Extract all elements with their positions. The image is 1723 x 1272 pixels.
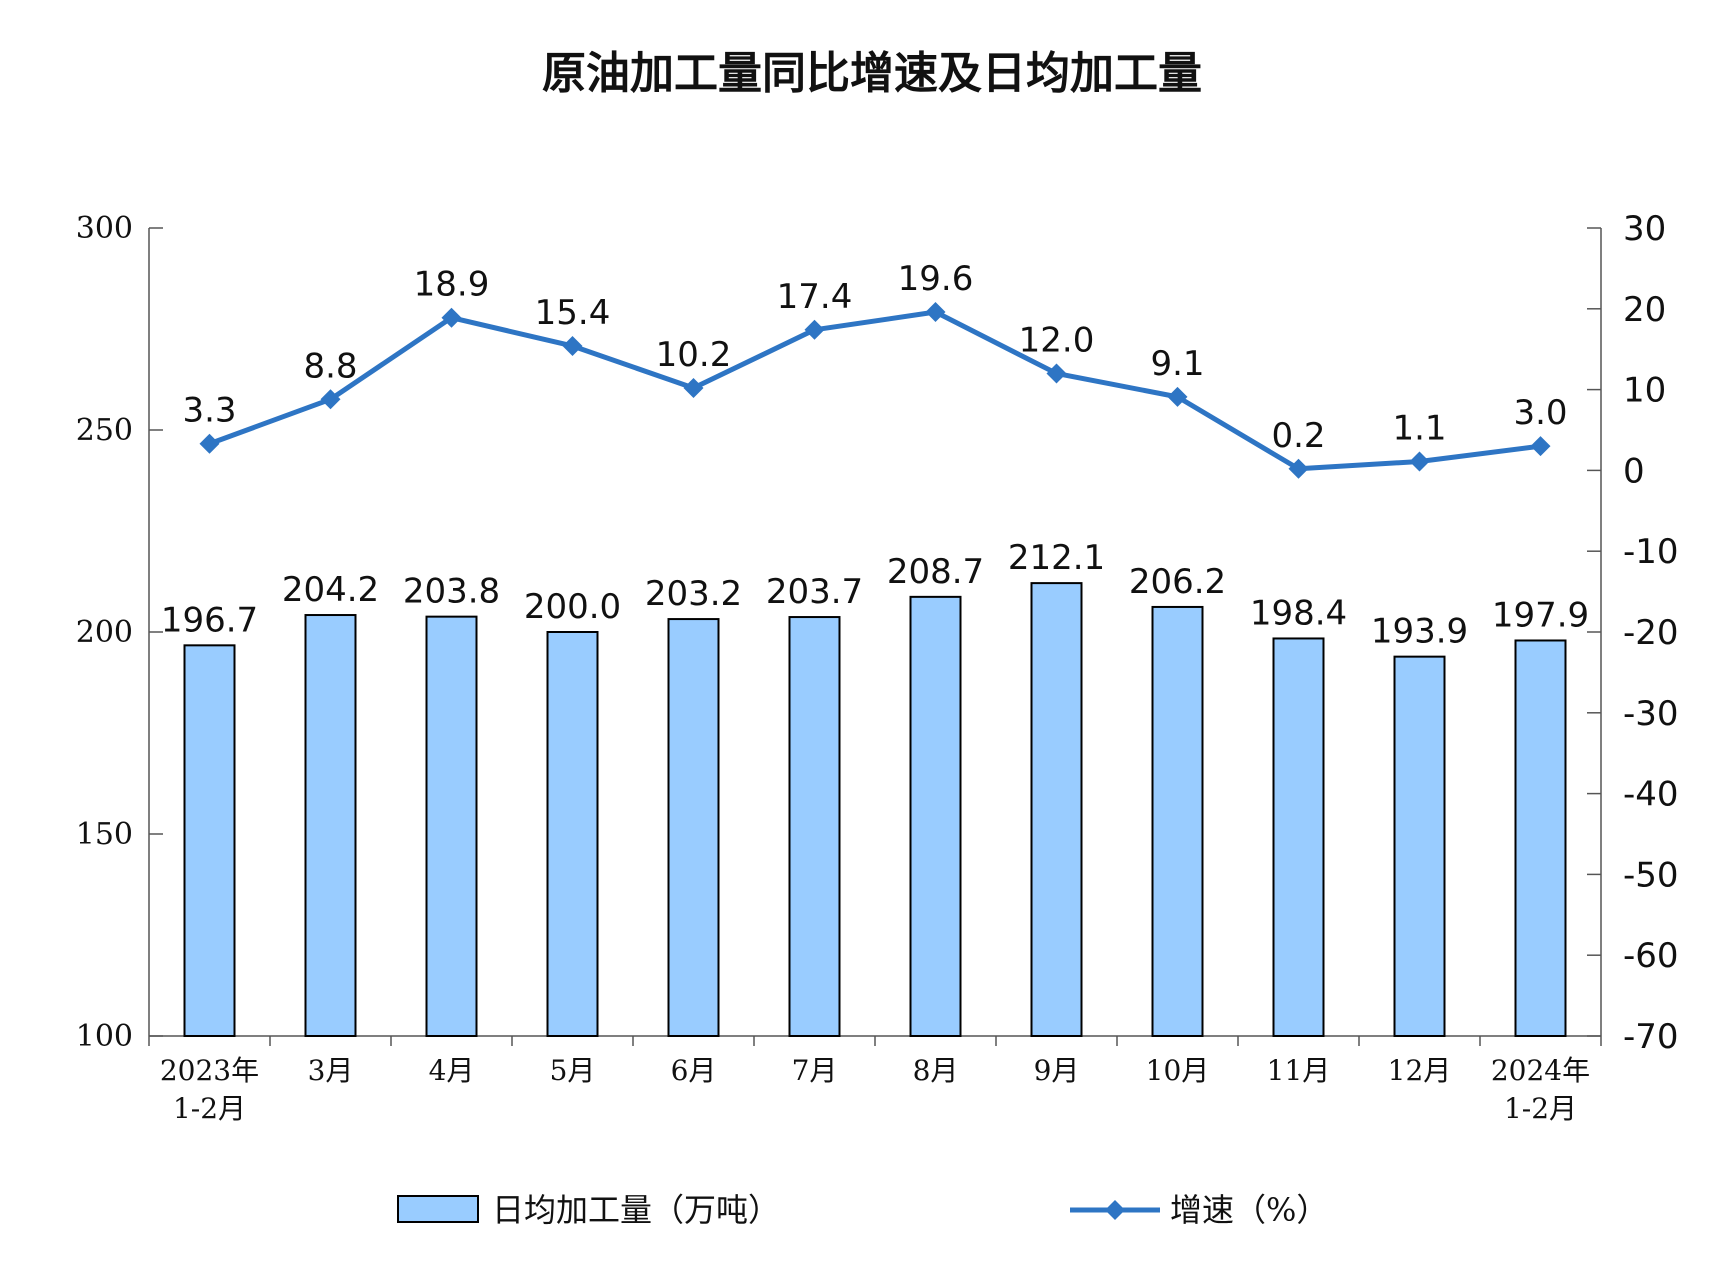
x-tick-label: 10月 <box>1146 1054 1210 1087</box>
bar <box>1514 639 1567 1037</box>
bar <box>1272 637 1325 1037</box>
line-point <box>1167 386 1188 407</box>
x-tick-label: 11月 <box>1267 1054 1331 1087</box>
bar <box>1151 605 1204 1038</box>
bar-data-label: 208.7 <box>887 552 984 592</box>
legend-bar-label: 日均加工量（万吨） <box>492 1191 780 1229</box>
line-path <box>208 309 1541 472</box>
line-series: 3.3 8.8 18.9 15.4 10.2 17.4 19.6 12.0 9.1 0.2 1.1 3… <box>182 259 1568 479</box>
x-tick-label: 5月 <box>550 1054 596 1087</box>
bar <box>1393 655 1446 1037</box>
left-tick-label: 200 <box>76 615 133 650</box>
line-data-label: 3.0 <box>1513 393 1567 433</box>
line-point <box>1288 458 1309 479</box>
bar <box>183 644 236 1037</box>
line-point <box>804 319 825 340</box>
line-data-label: 1.1 <box>1392 409 1446 449</box>
right-tick-label: 10 <box>1623 371 1666 411</box>
bar-data-label: 204.2 <box>282 570 379 610</box>
line-point <box>1046 363 1067 384</box>
right-tick-label: -30 <box>1623 694 1679 734</box>
right-tick-label: -10 <box>1623 532 1679 572</box>
right-tick-label: -20 <box>1623 613 1679 653</box>
x-tick-label: 12月 <box>1388 1054 1452 1087</box>
bar-data-label: 200.0 <box>524 587 621 627</box>
bar-data-label: 196.7 <box>161 600 258 640</box>
bar-data-label: 203.8 <box>403 572 500 612</box>
line-data-label: 3.3 <box>182 391 236 431</box>
left-tick-label: 300 <box>76 211 133 246</box>
line-point <box>320 389 341 410</box>
bar <box>1030 582 1083 1038</box>
line-point <box>1530 436 1551 457</box>
right-tick-label: -70 <box>1623 1017 1679 1057</box>
line-point <box>1409 451 1430 472</box>
legend-line-label: 增速（%） <box>1170 1191 1328 1229</box>
bar <box>425 615 478 1037</box>
line-point <box>441 307 462 328</box>
right-tick-label: -60 <box>1623 936 1679 976</box>
chart-title: 原油加工量同比增速及日均加工量 <box>542 48 1202 99</box>
x-tick-label: 8月 <box>913 1054 959 1087</box>
x-tick-label: 1-2月 <box>1504 1092 1577 1125</box>
bar <box>304 614 357 1037</box>
bar <box>546 631 599 1037</box>
bar <box>667 618 720 1038</box>
left-tick-label: 150 <box>76 817 133 852</box>
x-tick-label: 4月 <box>429 1054 475 1087</box>
x-tick-label: 3月 <box>308 1054 354 1087</box>
line-data-label: 12.0 <box>1019 320 1095 360</box>
right-tick-label: 20 <box>1623 290 1666 330</box>
legend-bar-swatch <box>397 1195 479 1223</box>
bar <box>909 595 962 1037</box>
bar-data-label: 203.7 <box>766 572 863 612</box>
bar-series: 196.7 204.2 203.8 200.0 203.2 203.7 208.7 212.1… <box>161 538 1589 1038</box>
bar <box>788 616 841 1037</box>
line-data-label: 8.8 <box>303 346 357 386</box>
x-tick-label: 9月 <box>1034 1054 1080 1087</box>
legend: 日均加工量（万吨） 增速（%） <box>397 1191 1328 1229</box>
line-point <box>683 377 704 398</box>
right-tick-label: -50 <box>1623 855 1679 895</box>
line-data-label: 0.2 <box>1271 416 1325 456</box>
left-tick-label: 100 <box>76 1019 133 1054</box>
line-data-label: 15.4 <box>535 293 611 333</box>
x-tick-label: 2023年 <box>160 1054 259 1087</box>
left-tick-label: 250 <box>76 413 133 448</box>
bar-data-label: 203.2 <box>645 574 742 614</box>
line-data-label: 18.9 <box>414 265 490 305</box>
line-data-label: 19.6 <box>898 259 974 299</box>
line-data-label: 9.1 <box>1150 344 1204 384</box>
line-point <box>562 335 583 356</box>
bar-data-label: 197.9 <box>1492 595 1589 635</box>
x-tick-label: 6月 <box>671 1054 717 1087</box>
legend-line-marker <box>1105 1200 1125 1220</box>
line-data-label: 17.4 <box>777 277 853 317</box>
right-tick-label: 0 <box>1623 451 1645 491</box>
bar-data-label: 206.2 <box>1129 562 1226 602</box>
bar-data-label: 198.4 <box>1250 593 1347 633</box>
right-tick-label: -40 <box>1623 775 1679 815</box>
line-data-label: 10.2 <box>656 335 732 375</box>
x-tick-label: 7月 <box>792 1054 838 1087</box>
axes: 100 150 200 250 300 -70 -60 -50 -40 -30 -20 -10 0 10 2… <box>76 209 1679 1125</box>
line-point <box>199 433 220 454</box>
right-tick-label: 30 <box>1623 209 1666 249</box>
bar-data-label: 193.9 <box>1371 612 1468 652</box>
bar-data-label: 212.1 <box>1008 538 1105 578</box>
line-point <box>925 302 946 323</box>
x-tick-label: 2024年 <box>1491 1054 1590 1087</box>
x-tick-label: 1-2月 <box>173 1092 246 1125</box>
